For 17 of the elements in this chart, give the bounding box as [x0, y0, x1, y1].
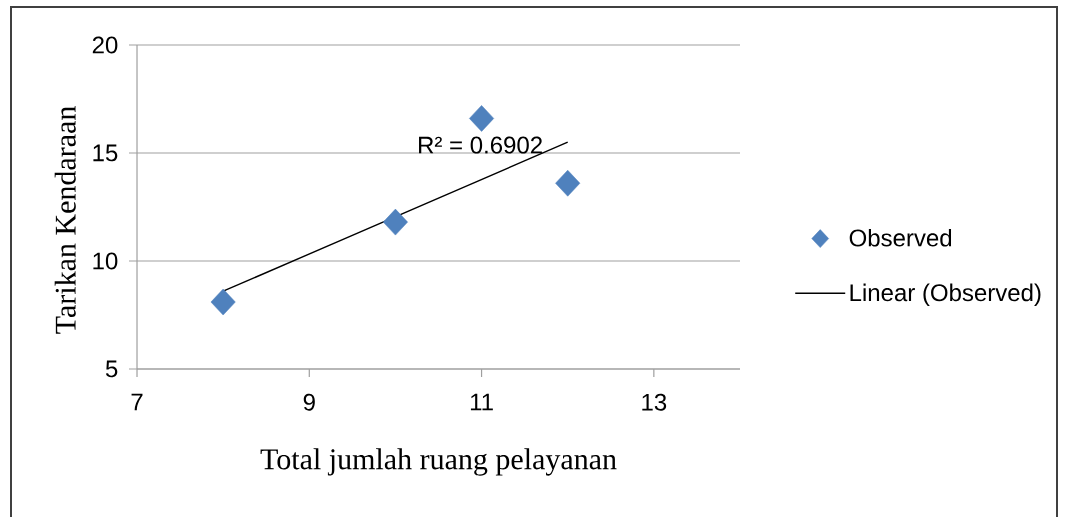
y-tick-label: 20 [92, 36, 118, 54]
y-tick-label: 15 [93, 144, 118, 162]
annotation: R² = 0.6902 [419, 136, 542, 154]
point [382, 208, 408, 236]
point [469, 105, 495, 132]
point [210, 288, 236, 316]
x-tick-label: 9 [303, 393, 315, 411]
x-axis-title: Total jumlah ruang pelayanan [260, 448, 617, 476]
x-tick-label: 7 [131, 393, 143, 411]
y-tick-label: 10 [93, 252, 118, 270]
legend-label: Observed [849, 228, 952, 247]
legend-label: Linear (Observed) [850, 283, 1041, 306]
y-tick-label: 5 [105, 360, 118, 378]
point [555, 169, 581, 197]
x-tick-label: 11 [470, 393, 493, 411]
x-tick-label: 13 [642, 393, 667, 411]
y-axis-title: Tarikan Kendaraan [54, 106, 76, 334]
